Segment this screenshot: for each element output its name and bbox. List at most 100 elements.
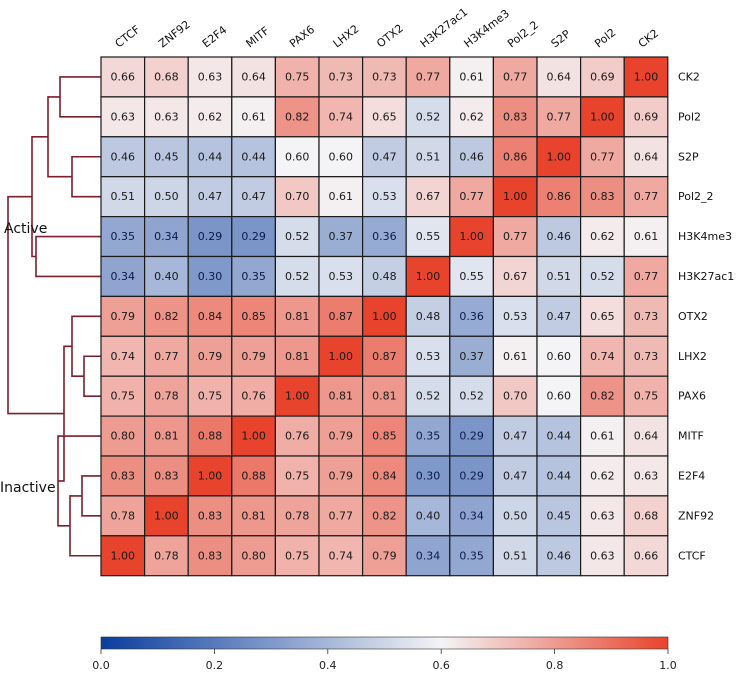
cell-value-label: 1.00	[372, 310, 397, 323]
heatmap-cell	[187, 216, 233, 258]
heatmap-cell	[579, 455, 625, 497]
cell-value-label: 0.47	[372, 150, 397, 163]
heatmap-cell	[100, 455, 146, 497]
dendrogram-link	[69, 495, 101, 557]
heatmap-cell	[449, 455, 494, 497]
cell-value-label: 0.55	[459, 270, 484, 283]
cell-value-label: 0.79	[329, 430, 354, 443]
cell-value-label: 0.84	[198, 310, 223, 323]
column-label: S2P	[549, 27, 574, 50]
cell-value-label: 0.81	[285, 350, 310, 363]
cell-value-label: 1.00	[503, 190, 528, 203]
cell-value-label: 0.44	[198, 150, 223, 163]
heatmap-cell	[405, 335, 451, 377]
heatmap-cell	[274, 375, 320, 417]
heatmap-cell	[623, 295, 669, 337]
column-label: MITF	[243, 24, 271, 50]
heatmap-cell	[449, 495, 494, 537]
group-label-inactive: Inactive	[0, 480, 56, 496]
cell-value-label: 0.60	[547, 350, 572, 363]
heatmap-cell	[231, 96, 277, 138]
heatmap-cell	[144, 176, 189, 218]
cell-value-label: 0.67	[416, 190, 441, 203]
cell-value-label: 0.34	[154, 230, 179, 243]
column-label: OTX2	[374, 22, 406, 51]
cell-value-label: 0.53	[503, 310, 528, 323]
heatmap-cell	[100, 415, 146, 457]
cell-value-label: 0.83	[111, 469, 136, 482]
cell-value-label: 0.36	[459, 310, 484, 323]
cell-value-label: 0.61	[590, 430, 615, 443]
cell-value-label: 0.48	[372, 270, 397, 283]
cell-value-label: 0.77	[503, 230, 528, 243]
column-label: H3K27ac1	[418, 5, 470, 50]
cell-value-label: 0.83	[503, 110, 528, 123]
row-label: Pol2_2	[678, 190, 714, 203]
cell-value-label: 0.75	[285, 70, 310, 83]
row-label: S2P	[678, 150, 699, 163]
heatmap-cell	[231, 295, 277, 337]
heatmap-cell	[579, 136, 625, 178]
cell-value-label: 0.30	[198, 270, 223, 283]
heatmap-cell	[579, 176, 625, 218]
heatmap-cell	[362, 255, 407, 298]
cell-value-label: 0.46	[459, 150, 484, 163]
heatmap-cell	[144, 335, 189, 377]
cell-value-label: 1.00	[547, 150, 572, 163]
column-label: CK2	[636, 27, 661, 51]
heatmap-cell	[623, 216, 669, 258]
cell-value-label: 0.46	[547, 549, 572, 562]
column-label: ZNF92	[156, 18, 192, 50]
cell-value-label: 0.51	[503, 549, 528, 562]
cell-value-label: 0.62	[198, 110, 223, 123]
cell-value-label: 0.60	[285, 150, 310, 163]
heatmap-cell	[231, 415, 277, 457]
cell-value-label: 0.82	[590, 390, 615, 403]
heatmap-cell	[362, 455, 407, 497]
dendrogram-link	[31, 136, 48, 258]
cell-value-label: 0.81	[285, 310, 310, 323]
cell-value-label: 0.77	[154, 350, 179, 363]
group-label-active: Active	[4, 221, 47, 237]
dendrogram-link	[83, 355, 101, 397]
cell-value-label: 0.47	[503, 430, 528, 443]
cell-value-label: 0.45	[547, 509, 572, 522]
heatmap-cell	[187, 96, 233, 138]
heatmap-cell	[405, 255, 451, 298]
cell-value-label: 0.40	[154, 270, 179, 283]
heatmap-cell	[449, 415, 494, 457]
heatmap-cell	[362, 136, 407, 178]
cell-value-label: 0.73	[634, 350, 659, 363]
row-label: OTX2	[678, 310, 708, 323]
cell-value-label: 1.00	[590, 110, 615, 123]
cell-value-label: 0.82	[285, 110, 310, 123]
cell-value-label: 0.79	[198, 350, 223, 363]
heatmap-cell	[449, 216, 494, 258]
cell-value-label: 0.55	[416, 230, 441, 243]
cell-value-label: 0.77	[416, 70, 441, 83]
heatmap-cell	[100, 56, 146, 98]
heatmap-cell	[623, 495, 669, 537]
heatmap-cell	[449, 136, 494, 178]
cell-value-label: 0.81	[241, 509, 266, 522]
cell-value-label: 0.51	[111, 190, 136, 203]
cell-value-label: 0.80	[241, 549, 266, 562]
cell-value-label: 0.52	[416, 110, 441, 123]
heatmap-cell	[231, 255, 277, 298]
colorbar-tick-label: 0.0	[92, 659, 110, 672]
cell-value-label: 0.51	[547, 270, 572, 283]
heatmap-cell	[536, 415, 582, 457]
heatmap-cell	[536, 136, 582, 178]
heatmap-cell	[362, 535, 407, 577]
cell-value-label: 0.46	[547, 230, 572, 243]
heatmap-cell	[579, 415, 625, 457]
heatmap-cell	[492, 56, 538, 98]
row-label: CK2	[678, 70, 700, 83]
heatmap-cell	[100, 535, 146, 577]
heatmap-cell	[579, 335, 625, 377]
cell-value-label: 0.34	[459, 509, 484, 522]
heatmap-cell	[362, 96, 407, 138]
heatmap-cell	[100, 255, 146, 298]
cell-value-label: 0.62	[590, 230, 615, 243]
cell-value-label: 0.85	[372, 430, 397, 443]
